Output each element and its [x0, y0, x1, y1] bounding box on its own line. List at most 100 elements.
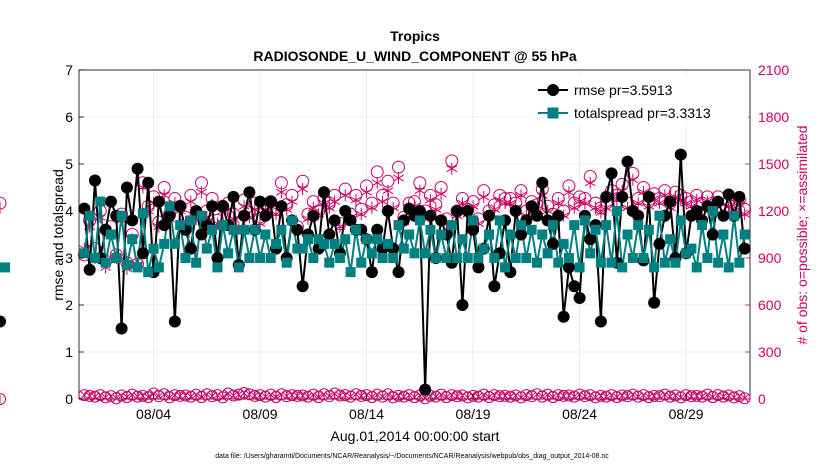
obs-assimilated-marker-stroke: [307, 204, 319, 212]
totalspread-point: [414, 215, 425, 226]
rmse-point: [733, 190, 746, 203]
rmse-point: [142, 176, 155, 189]
totalspread-point: [308, 253, 319, 263]
totalspread-point: [255, 253, 266, 263]
totalspread-point: [287, 215, 298, 226]
obs-near-zero-cross: [197, 392, 206, 402]
rmse-point: [216, 200, 229, 213]
totalspread-point: [468, 215, 479, 226]
obs-assimilated-marker: [361, 186, 373, 199]
obs-assimilated-marker: [414, 184, 426, 197]
obs-near-zero-cross: [218, 393, 228, 402]
rmse-point: [594, 315, 607, 328]
obs-assimilated-marker: [691, 194, 703, 207]
totalspread-point: [718, 229, 729, 240]
totalspread-point: [223, 248, 234, 259]
totalspread-point: [249, 224, 260, 235]
totalspread-point: [95, 196, 106, 207]
totalspread-point: [0, 262, 10, 273]
totalspread-point: [638, 253, 649, 263]
obs-assimilated-marker-stroke: [595, 209, 607, 216]
totalspread-point: [707, 206, 718, 216]
obs-assimilated-marker: [371, 176, 383, 189]
totalspread-point: [271, 238, 282, 249]
obs-assimilated-marker: [590, 201, 602, 214]
totalspread-point: [143, 267, 154, 278]
totalspread-point: [505, 229, 516, 240]
rmse-point: [83, 263, 96, 276]
y-right-tick-label: 2100: [758, 62, 789, 78]
y-right-tick-label: 300: [758, 344, 782, 360]
obs-assimilated-marker-stroke: [435, 190, 447, 198]
rmse-point: [296, 280, 309, 293]
obs-near-zero-cross: [271, 392, 281, 402]
obs-near-zero-cross: [740, 393, 750, 403]
totalspread-point: [452, 253, 463, 263]
rmse-point: [152, 195, 165, 208]
obs-assimilated-marker-stroke: [361, 188, 373, 196]
totalspread-point: [457, 234, 468, 245]
obs-assimilated-marker: [456, 197, 468, 210]
x-axis: 08/04 08/09 08/14 08/19 08/24 08/29: [136, 394, 704, 422]
totalspread-point: [350, 224, 361, 235]
rmse-point: [483, 209, 496, 222]
rmse-point: [158, 219, 171, 232]
rmse-point: [472, 261, 485, 274]
rmse-point: [371, 223, 384, 236]
totalspread-point: [478, 243, 489, 254]
obs-assimilated-marker: [355, 208, 367, 221]
totalspread-point: [500, 262, 511, 273]
legend: rmse pr=3.5913 totalspread pr=3.3313: [532, 76, 748, 126]
totalspread-point: [281, 257, 292, 268]
rmse-point: [413, 205, 426, 217]
obs-assimilated-marker-stroke: [366, 204, 378, 212]
rmse-point: [706, 228, 719, 241]
x-tick-label: 08/04: [136, 406, 171, 422]
obs-assimilated-marker-stroke: [632, 199, 644, 207]
totalspread-point: [579, 215, 590, 226]
totalspread-point: [404, 229, 415, 240]
totalspread-point: [169, 238, 180, 249]
totalspread-point: [622, 229, 633, 240]
y-tick-label: 5: [65, 156, 73, 172]
rmse-point: [328, 214, 341, 227]
rmse-point: [126, 214, 139, 227]
obs-assimilated-marker-stroke: [339, 191, 351, 199]
obs-assimilated-marker-stroke: [584, 179, 596, 187]
rmse-point: [184, 242, 197, 255]
y-right-tick-label: 1200: [758, 203, 789, 219]
obs-near-zero-circle: [0, 393, 6, 405]
totalspread-point: [180, 253, 191, 263]
obs-assimilated-marker: [339, 189, 351, 202]
obs-assimilated-marker: [584, 176, 596, 189]
obs-assimilated-marker: [446, 162, 458, 175]
obs-assimilated-marker: [499, 197, 511, 210]
rmse-point: [632, 209, 645, 222]
obs-assimilated-marker: [515, 189, 527, 202]
y-tick-label: 3: [65, 250, 73, 266]
totalspread-point: [233, 262, 244, 273]
totalspread-point: [681, 248, 692, 259]
rmse-point: [0, 315, 6, 328]
obs-assimilated-marker-stroke: [467, 202, 479, 210]
rmse-point: [573, 291, 586, 304]
totalspread-point: [425, 224, 436, 235]
obs-near-zero-circle: [738, 392, 751, 405]
rmse-point: [562, 261, 575, 274]
obs-assimilated-marker: [552, 197, 564, 210]
totalspread-point: [627, 253, 638, 263]
obs-assimilated-marker-stroke: [371, 179, 383, 187]
obs-assimilated-marker: [504, 197, 516, 210]
obs-assimilated-marker-stroke: [297, 185, 309, 193]
legend-rmse-label: rmse pr=3.5913: [574, 82, 673, 98]
totalspread-point: [510, 253, 521, 263]
y-tick-label: 0: [65, 391, 73, 407]
obs-assimilated-marker-stroke: [158, 191, 170, 199]
rmse-point: [648, 296, 661, 309]
rmse-point: [339, 205, 352, 217]
totalspread-point: [79, 248, 90, 259]
totalspread-point: [127, 234, 138, 245]
rmse-point: [712, 195, 725, 208]
totalspread-point: [670, 257, 681, 268]
totalspread-point: [228, 224, 239, 235]
